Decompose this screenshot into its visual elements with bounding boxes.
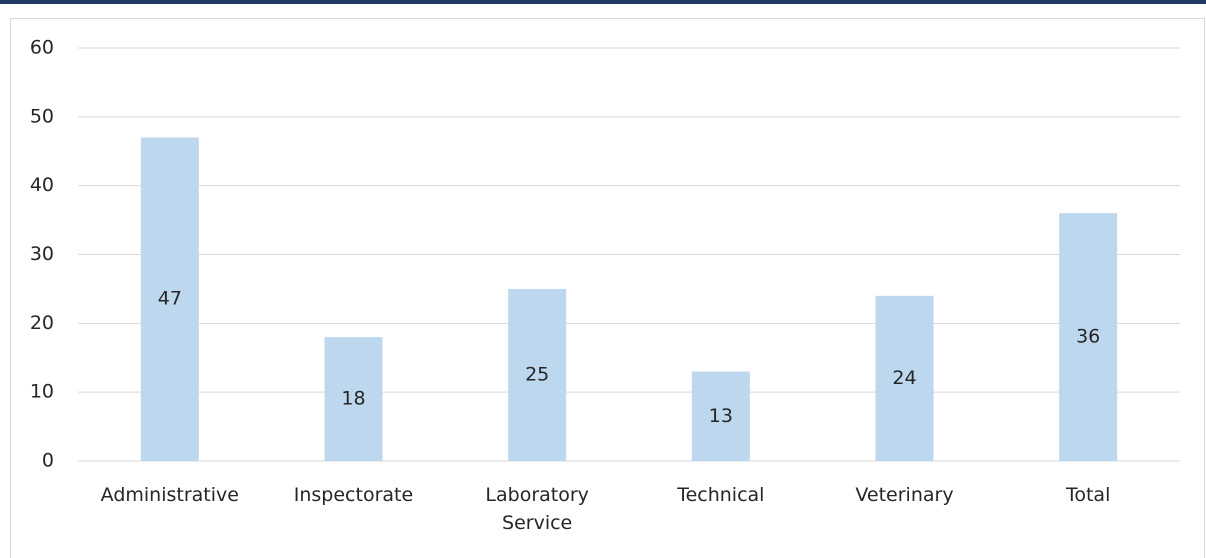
data-label: 25 <box>525 363 549 385</box>
bar <box>508 288 567 461</box>
data-label: 24 <box>892 367 916 389</box>
y-tick-label: 10 <box>30 381 54 403</box>
y-tick-label: 40 <box>30 174 54 196</box>
bar <box>1059 213 1118 461</box>
bar <box>324 337 383 461</box>
bar <box>875 295 934 461</box>
data-label: 18 <box>341 388 365 410</box>
y-tick-label: 0 <box>42 450 54 472</box>
bar <box>691 371 750 461</box>
x-tick-label: Veterinary <box>855 484 954 506</box>
chart-frame <box>10 18 1205 558</box>
y-tick-label: 60 <box>30 37 54 59</box>
x-tick-label: Administrative <box>100 484 239 506</box>
x-tick-label: Laboratory Service <box>485 484 589 534</box>
top-border <box>0 0 1206 4</box>
bar <box>140 137 199 461</box>
y-tick-label: 20 <box>30 312 54 334</box>
data-label: 47 <box>158 288 182 310</box>
y-tick-label: 30 <box>30 243 54 265</box>
x-tick-label: Inspectorate <box>293 484 414 506</box>
x-tick-label: Technical <box>677 484 765 506</box>
x-tick-label: Total <box>1065 484 1111 506</box>
data-label: 13 <box>709 405 733 427</box>
data-label: 36 <box>1076 326 1100 348</box>
y-tick-label: 50 <box>30 105 54 127</box>
